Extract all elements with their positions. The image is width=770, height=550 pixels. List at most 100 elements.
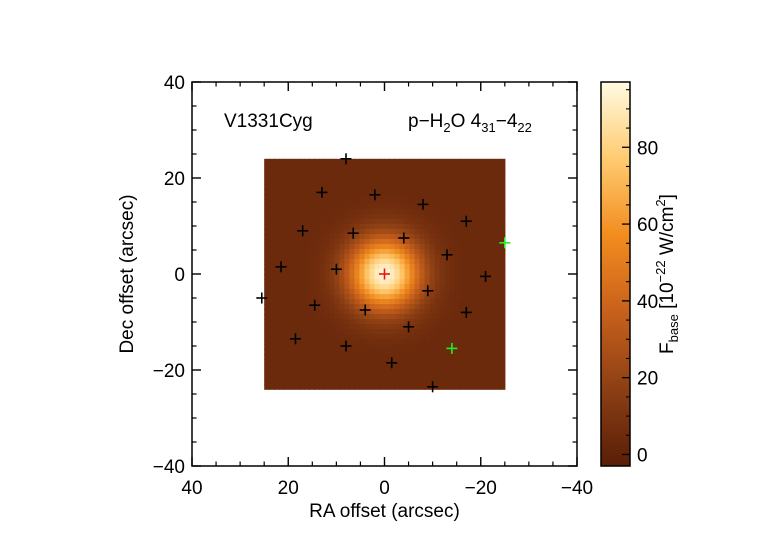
map-cell	[304, 324, 310, 330]
map-cell	[379, 279, 386, 285]
map-cell	[384, 384, 391, 390]
map-cell	[374, 183, 381, 190]
map-cell	[454, 294, 461, 300]
map-cell	[364, 223, 371, 230]
map-cell	[464, 364, 471, 370]
map-cell	[329, 374, 335, 380]
map-cell	[464, 228, 471, 235]
map-cell	[479, 238, 486, 245]
map-cell	[309, 248, 315, 255]
map-cell	[414, 218, 421, 225]
map-cell	[369, 339, 376, 345]
map-cell	[449, 354, 456, 360]
map-cell	[304, 344, 310, 350]
map-cell	[309, 369, 315, 375]
map-cell	[384, 268, 391, 275]
map-cell	[489, 274, 496, 280]
map-cell	[264, 279, 270, 285]
map-cell	[269, 228, 275, 235]
map-cell	[344, 238, 351, 245]
map-cell	[394, 193, 401, 200]
map-cell	[389, 213, 396, 220]
map-cell	[314, 208, 320, 215]
map-cell	[284, 248, 290, 255]
map-cell	[319, 304, 325, 310]
map-cell	[349, 233, 356, 240]
map-cell	[389, 314, 396, 320]
map-cell	[459, 198, 466, 205]
map-cell	[424, 263, 431, 270]
map-cell	[314, 168, 320, 175]
map-cell	[449, 213, 456, 220]
map-cell	[449, 208, 456, 215]
map-cell	[364, 334, 371, 340]
map-cell	[349, 263, 356, 270]
map-cell	[304, 299, 310, 305]
map-cell	[354, 299, 361, 305]
map-cell	[459, 228, 466, 235]
map-cell	[344, 243, 351, 250]
map-cell	[339, 188, 345, 195]
map-cell	[449, 198, 456, 205]
map-cell	[449, 158, 456, 165]
map-cell	[404, 304, 411, 310]
map-cell	[409, 228, 416, 235]
map-cell	[389, 279, 396, 285]
map-cell	[304, 319, 310, 325]
map-cell	[444, 243, 451, 250]
colorbar-label-close: ]	[657, 194, 678, 199]
map-cell	[454, 198, 461, 205]
map-cell	[454, 248, 461, 255]
map-cell	[499, 183, 506, 190]
map-cell	[389, 329, 396, 335]
map-cell	[489, 218, 496, 225]
map-cell	[394, 334, 401, 340]
map-cell	[374, 213, 381, 220]
map-cell	[449, 359, 456, 365]
map-cell	[454, 218, 461, 225]
map-cell	[449, 263, 456, 270]
map-cell	[349, 364, 356, 370]
map-cell	[364, 309, 371, 315]
map-cell	[494, 193, 501, 200]
map-cell	[349, 309, 356, 315]
map-cell	[374, 198, 381, 205]
map-cell	[494, 243, 501, 250]
spaxel-marker	[386, 357, 398, 369]
map-cell	[494, 248, 501, 255]
map-cell	[429, 349, 436, 355]
map-cell	[389, 248, 396, 255]
map-cell	[329, 193, 335, 200]
map-cell	[499, 294, 506, 300]
map-cell	[429, 268, 436, 275]
map-cell	[404, 238, 411, 245]
map-cell	[394, 168, 401, 175]
map-cell	[264, 183, 270, 190]
map-cell	[409, 183, 416, 190]
map-cell	[494, 274, 501, 280]
map-cell	[469, 324, 476, 330]
map-cell	[474, 238, 481, 245]
map-cell	[489, 188, 496, 195]
map-cell	[349, 198, 356, 205]
map-cell	[304, 263, 310, 270]
map-cell	[349, 349, 356, 355]
map-cell	[429, 274, 436, 280]
map-cell	[429, 314, 436, 320]
map-cell	[324, 218, 330, 225]
map-cell	[284, 228, 290, 235]
map-cell	[444, 329, 451, 335]
map-cell	[484, 248, 491, 255]
map-cell	[299, 163, 305, 170]
map-cell	[389, 253, 396, 260]
map-cell	[499, 163, 506, 170]
spaxel-marker-green	[499, 237, 511, 249]
map-cell	[414, 183, 421, 190]
map-cell	[344, 339, 351, 345]
map-cell	[359, 248, 366, 255]
map-cell	[394, 173, 401, 180]
map-cell	[339, 324, 345, 330]
map-cell	[444, 228, 451, 235]
map-cell	[404, 294, 411, 300]
map-cell	[414, 359, 421, 365]
